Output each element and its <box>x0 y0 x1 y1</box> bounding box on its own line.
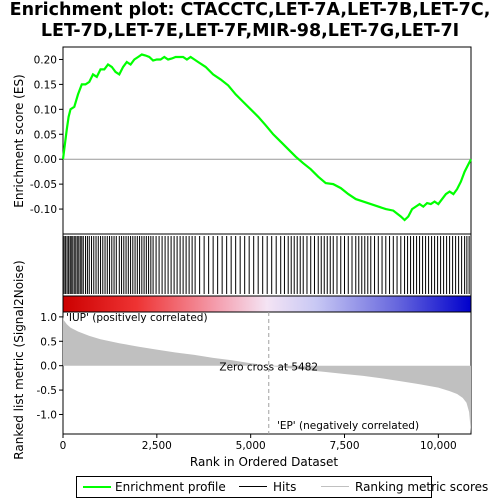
es-y-tick-label: -0.05 <box>30 179 57 191</box>
metric-y-tick-label: -1.0 <box>37 409 58 421</box>
es-y-tick-label: 0.05 <box>34 129 57 141</box>
chart-title-line-2: LET-7D,LET-7E,LET-7F,MIR-98,LET-7G,LET-7… <box>40 21 460 41</box>
es-y-tick-label: 0.00 <box>34 154 57 166</box>
x-tick-label: 2,500 <box>142 440 172 452</box>
chart-title-line-1: Enrichment plot: CTACCTC,LET-7A,LET-7B,L… <box>9 0 491 20</box>
metric-x-axis: 0 2,500 5,000 7,500 10,000 <box>60 434 457 452</box>
metric-y-tick-label: 0.0 <box>40 361 57 373</box>
es-panel-frame <box>62 46 472 235</box>
x-tick-label: 5,000 <box>236 440 266 452</box>
es-y-tick-label: 0.15 <box>34 79 57 91</box>
legend-swatch-hits <box>239 486 267 487</box>
x-tick-label: 0 <box>60 440 67 452</box>
legend-label-enrichment: Enrichment profile <box>115 480 226 494</box>
es-y-tick-label: 0.10 <box>34 104 57 116</box>
x-axis-label: Rank in Ordered Dataset <box>190 455 338 469</box>
es-y-axis: 0.20 0.15 0.10 0.05 0.00 -0.05 -0.10 <box>30 54 63 216</box>
hits-panel <box>63 236 470 294</box>
legend-swatch-enrichment <box>83 486 111 488</box>
metric-y-axis-label: Ranked list metric (Signal2Noise) <box>12 260 26 459</box>
metric-y-axis: 1.0 0.5 0.0 -0.5 -1.0 <box>37 312 63 421</box>
negative-correlated-label: 'EP' (negatively correlated) <box>277 420 419 432</box>
enrichment-profile-line <box>61 53 472 222</box>
chart-title: Enrichment plot: CTACCTC,LET-7A,LET-7B,L… <box>0 0 500 42</box>
es-y-tick-label: -0.10 <box>30 204 57 216</box>
es-y-tick-label: 0.20 <box>34 54 57 66</box>
metric-y-tick-label: 0.5 <box>40 336 57 348</box>
zero-cross-label: Zero cross at 5482 <box>219 362 318 374</box>
x-tick-label: 7,500 <box>329 440 359 452</box>
legend-swatch-ranking <box>321 486 349 487</box>
x-tick-label: 10,000 <box>420 440 457 452</box>
es-y-axis-label: Enrichment score (ES) <box>12 74 26 207</box>
legend-label-ranking: Ranking metric scores <box>355 480 489 494</box>
ranking-metric-area <box>63 316 471 433</box>
legend: Enrichment profile Hits Ranking metric s… <box>76 476 488 498</box>
positive-correlated-label: 'IUP' (positively correlated) <box>66 312 208 324</box>
metric-y-tick-label: -0.5 <box>37 385 58 397</box>
legend-label-hits: Hits <box>273 480 297 494</box>
metric-y-tick-label: 1.0 <box>40 312 57 324</box>
rank-color-bar <box>63 296 471 312</box>
